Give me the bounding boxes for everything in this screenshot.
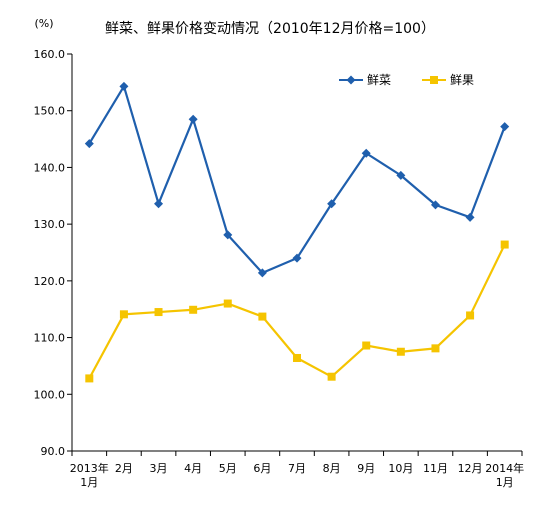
x-tick-label-line: 7月 [288, 462, 306, 475]
x-tick-label-line: 5月 [219, 462, 237, 475]
data-point [119, 310, 128, 319]
data-point [431, 344, 440, 353]
x-tick-label-line: 11月 [423, 462, 448, 475]
data-point [293, 353, 301, 362]
data-point [119, 81, 129, 91]
x-tick-label-line: 2013年 [70, 461, 109, 475]
data-point [292, 253, 302, 263]
x-tick-label-line: 2月 [115, 462, 133, 475]
x-tick-label: 2月 [115, 462, 133, 475]
x-tick-label: 6月 [253, 462, 271, 475]
data-point [223, 299, 232, 308]
y-tick-label: 120.0 [34, 275, 66, 288]
data-point [396, 347, 405, 356]
x-tick-label-line: 1月 [496, 476, 514, 489]
data-point [84, 139, 94, 149]
data-point [500, 122, 510, 132]
y-tick-label: 150.0 [34, 105, 66, 118]
y-tick-label: 130.0 [34, 218, 66, 231]
x-tick-label: 11月 [423, 462, 448, 475]
x-tick-label: 3月 [150, 462, 168, 475]
legend-label-vegetables: 鲜菜 [367, 73, 391, 87]
x-tick-label-line: 12月 [458, 462, 483, 475]
data-point [154, 308, 163, 317]
x-tick-label-line: 2014年 [485, 461, 524, 475]
y-tick-label: 160.0 [34, 48, 66, 61]
data-point [361, 148, 371, 158]
data-point [85, 374, 94, 383]
data-point [257, 268, 267, 278]
series-1 [85, 240, 509, 383]
data-point [327, 372, 336, 381]
data-point [258, 312, 267, 321]
data-point [154, 199, 164, 209]
x-tick-label-line: 9月 [357, 462, 375, 475]
x-tick-label: 2013年 1月 [70, 461, 109, 489]
y-axis: 90.0 100.0 110.0 120.0 130.0 140.0 150.0 160.0 [34, 48, 73, 458]
legend-square-marker [430, 76, 438, 84]
y-tick-label: 90.0 [41, 445, 66, 458]
x-tick-label-line: 1月 [80, 476, 98, 489]
data-point [189, 305, 198, 314]
series-layer [84, 81, 510, 383]
data-point [500, 240, 509, 249]
data-point [465, 212, 475, 222]
x-tick-label: 2014年 1月 [485, 461, 524, 489]
y-tick-label: 140.0 [34, 161, 66, 174]
y-axis-unit-label: (%) [34, 17, 53, 30]
legend-label-fruits: 鲜果 [450, 73, 474, 87]
x-tick-label: 4月 [184, 462, 202, 475]
x-tick-label: 5月 [219, 462, 237, 475]
series-line [88, 85, 506, 275]
x-tick-label: 9月 [357, 462, 375, 475]
legend: 鲜菜 鲜果 [339, 73, 474, 87]
data-point [223, 230, 233, 240]
x-tick-label-line: 3月 [150, 462, 168, 475]
x-tick-label: 7月 [288, 462, 306, 475]
legend-diamond-marker [346, 75, 356, 85]
legend-item-vegetables: 鲜菜 [339, 73, 391, 87]
data-point [327, 199, 337, 209]
x-tick-label-line: 4月 [184, 462, 202, 475]
data-point [362, 341, 371, 350]
x-tick-label: 10月 [388, 462, 413, 475]
x-tick-label: 8月 [323, 462, 341, 475]
data-point [430, 200, 440, 210]
x-tick-label-line: 6月 [253, 462, 271, 475]
chart-title: 鲜菜、鲜果价格变动情况（2010年12月价格=100） [105, 21, 435, 37]
data-point [396, 170, 406, 180]
x-tick-label-line: 10月 [388, 462, 413, 475]
y-tick-label: 110.0 [34, 332, 66, 345]
legend-item-fruits: 鲜果 [422, 73, 474, 87]
x-tick-label: 12月 [458, 462, 483, 475]
x-tick-label-line: 8月 [323, 462, 341, 475]
data-point [188, 114, 198, 124]
y-tick-label: 100.0 [34, 388, 66, 401]
series-0 [84, 81, 510, 278]
data-point [466, 311, 475, 320]
